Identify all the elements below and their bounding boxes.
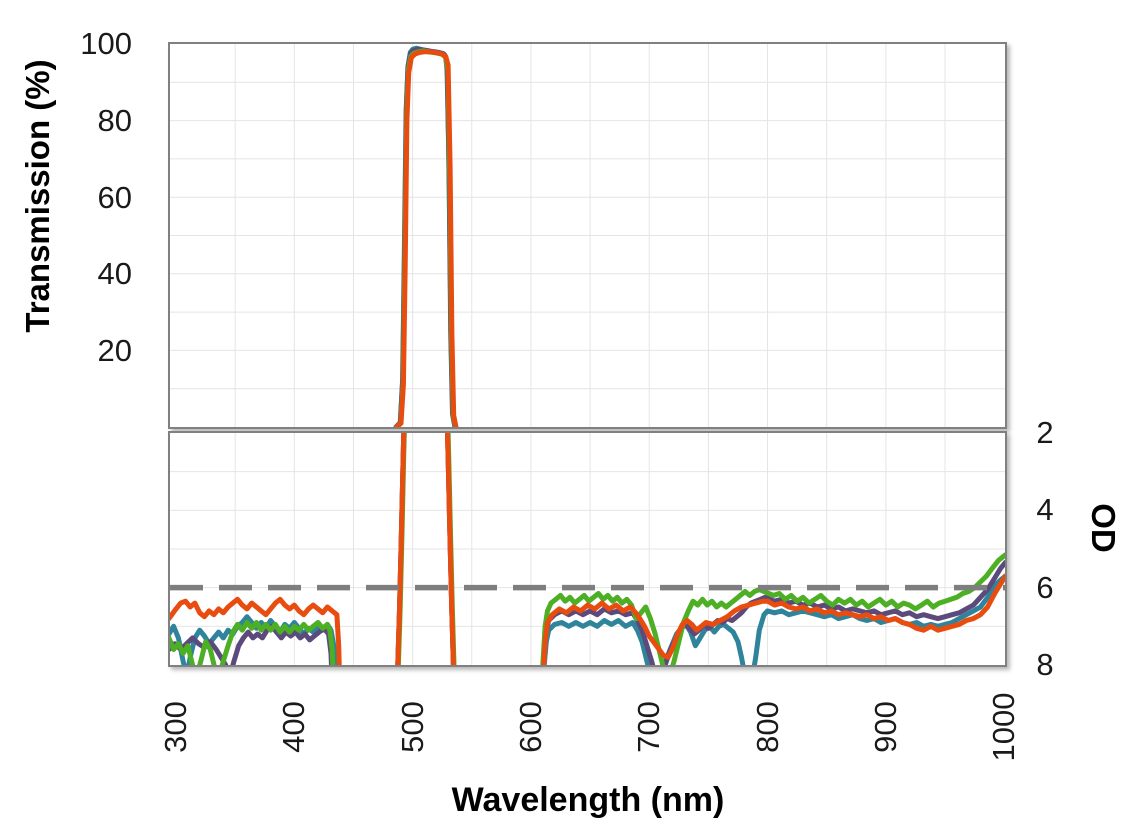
x-tick-300: 300 [158, 701, 193, 753]
filter-scan-orange-od-trace [170, 433, 1005, 665]
od-tick-8: 8 [1036, 647, 1054, 682]
od-tick-6: 6 [1036, 570, 1054, 605]
od-panel-plot [170, 433, 1005, 665]
x-tick-900: 900 [868, 701, 903, 753]
transmission-tick-100: 100 [80, 26, 132, 61]
filter-scan-purple-od-trace [170, 433, 1005, 665]
x-tick-1000: 1000 [986, 692, 1021, 762]
transmission-panel-plot [170, 44, 1005, 427]
od-tick-2: 2 [1036, 415, 1054, 450]
od-axis-title: OD [1085, 503, 1122, 553]
x-tick-400: 400 [276, 701, 311, 753]
transmission-tick-40: 40 [97, 256, 132, 291]
wavelength-axis-title: Wavelength (nm) [451, 781, 725, 819]
transmission-axis-title: Transmission (%) [19, 59, 56, 333]
od-tick-4: 4 [1036, 492, 1054, 527]
transmission-tick-60: 60 [97, 180, 132, 215]
filter-scan-green-od-trace [170, 433, 1005, 665]
filter-scan-orange-transmission-trace [394, 49, 459, 427]
transmission-tick-20: 20 [97, 333, 132, 368]
transmission-tick-80: 80 [97, 103, 132, 138]
